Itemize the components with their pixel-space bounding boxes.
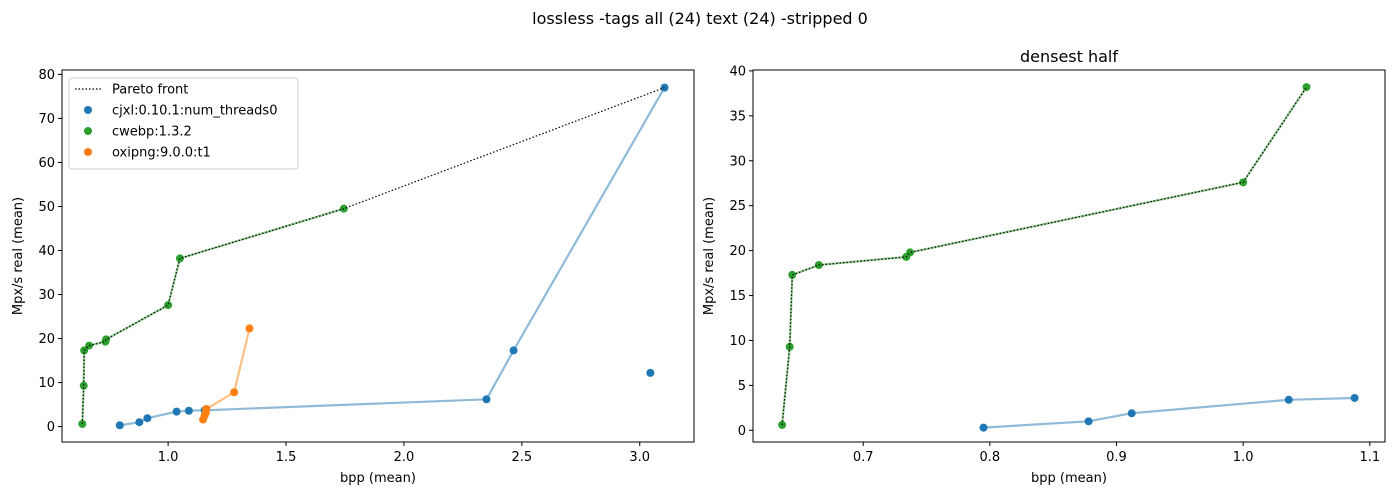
x-axis-label: bpp (mean) — [340, 471, 416, 486]
oxipng-line — [201, 328, 251, 420]
cwebp-point — [175, 254, 184, 263]
y-tick-label: 80 — [38, 68, 55, 83]
panel-title: densest half — [1020, 47, 1118, 66]
plot-area — [778, 83, 1359, 432]
cwebp-point — [785, 342, 794, 351]
y-axis-label: Mpx/s real (mean) — [702, 197, 717, 315]
legend-oxipng-swatch — [84, 148, 92, 156]
y-tick-label: 40 — [38, 244, 55, 259]
x-axis-label: bpp (mean) — [1031, 471, 1107, 486]
x-tick-label: 2.0 — [394, 450, 415, 465]
y-tick-label: 5 — [738, 379, 746, 394]
cwebp-point — [102, 335, 111, 344]
y-tick-label: 10 — [38, 376, 55, 391]
cjxl-point — [184, 406, 193, 415]
y-tick-label: 20 — [729, 244, 746, 259]
y-tick-label: 20 — [38, 332, 55, 347]
x-tick-label: 1.5 — [276, 450, 297, 465]
cwebp-point — [788, 270, 797, 279]
pareto-front-line — [81, 87, 665, 425]
cwebp-point — [1302, 83, 1311, 92]
axes-frame — [61, 69, 695, 443]
cwebp-line — [781, 86, 1308, 426]
oxipng-point — [202, 404, 211, 413]
y-tick-label: 40 — [729, 64, 746, 79]
cjxl-point — [1084, 417, 1093, 426]
x-tick-label: 0.9 — [1106, 450, 1127, 465]
cjxl-point — [979, 423, 988, 432]
legend: Pareto front cjxl:0.10.1:num_threads0cweb… — [68, 77, 299, 170]
y-tick-label: 70 — [38, 112, 55, 127]
cjxl-point — [172, 407, 181, 416]
x-tick-label: 1.0 — [1233, 450, 1254, 465]
legend-label: oxipng:9.0.0:t1 — [112, 146, 211, 161]
y-tick-label: 10 — [729, 334, 746, 349]
cjxl-point — [115, 421, 124, 430]
cwebp-line — [81, 207, 345, 425]
cjxl-point — [1284, 395, 1293, 404]
y-tick-label: 15 — [729, 289, 746, 304]
x-tick-label: 0.7 — [853, 450, 874, 465]
y-tick-label: 0 — [738, 424, 746, 439]
legend-label: cjxl:0.10.1:num_threads0 — [112, 104, 277, 119]
cjxl-point — [509, 346, 518, 355]
cwebp-point — [79, 381, 88, 390]
cwebp-point — [906, 248, 915, 257]
y-tick-label: 50 — [38, 200, 55, 215]
cjxl-point — [660, 83, 669, 92]
cwebp-point — [778, 420, 787, 429]
cjxl-point — [135, 418, 144, 427]
pareto-front-line — [781, 86, 1307, 425]
y-tick-label: 60 — [38, 156, 55, 171]
cjxl-point — [482, 395, 491, 404]
legend-label: Pareto front — [112, 83, 188, 98]
cjxl-line — [983, 396, 1355, 429]
x-tick-label: 3.0 — [629, 450, 650, 465]
y-tick-label: 30 — [38, 288, 55, 303]
y-axis-label: Mpx/s real (mean) — [11, 197, 26, 315]
y-tick-label: 30 — [729, 154, 746, 169]
plot-area — [78, 83, 669, 430]
oxipng-point — [230, 388, 239, 397]
oxipng-point — [245, 324, 254, 333]
y-tick-label: 35 — [729, 109, 746, 124]
y-tick-label: 25 — [729, 199, 746, 214]
cjxl-point — [646, 368, 655, 377]
x-tick-label: 0.8 — [979, 450, 1000, 465]
legend-box — [68, 77, 299, 170]
cjxl-point — [1127, 409, 1136, 418]
cjxl-point — [1350, 393, 1359, 402]
legend-cjxl-swatch — [84, 106, 92, 114]
axes-frame — [752, 69, 1386, 443]
legend-cwebp-swatch — [84, 127, 92, 135]
cjxl-point — [143, 414, 152, 423]
figure-title: lossless -tags all (24) text (24) -strip… — [532, 9, 868, 28]
x-tick-label: 2.5 — [512, 450, 533, 465]
chart-panel-1: 1.0 1.5 2.0 2.5 3.0 0 10 20 30 40 50 60 70 80 bpp (mea… — [11, 68, 695, 486]
x-tick-label: 1.1 — [1359, 450, 1380, 465]
chart-panel-2: densest half 0.7 0.8 0.9 1.0 1.1 0 5 10 15 20 25 30 3… — [702, 47, 1386, 486]
legend-label: cwebp:1.3.2 — [112, 125, 192, 140]
y-tick-label: 0 — [47, 420, 55, 435]
cwebp-point — [164, 301, 173, 310]
x-tick-label: 1.0 — [158, 450, 179, 465]
